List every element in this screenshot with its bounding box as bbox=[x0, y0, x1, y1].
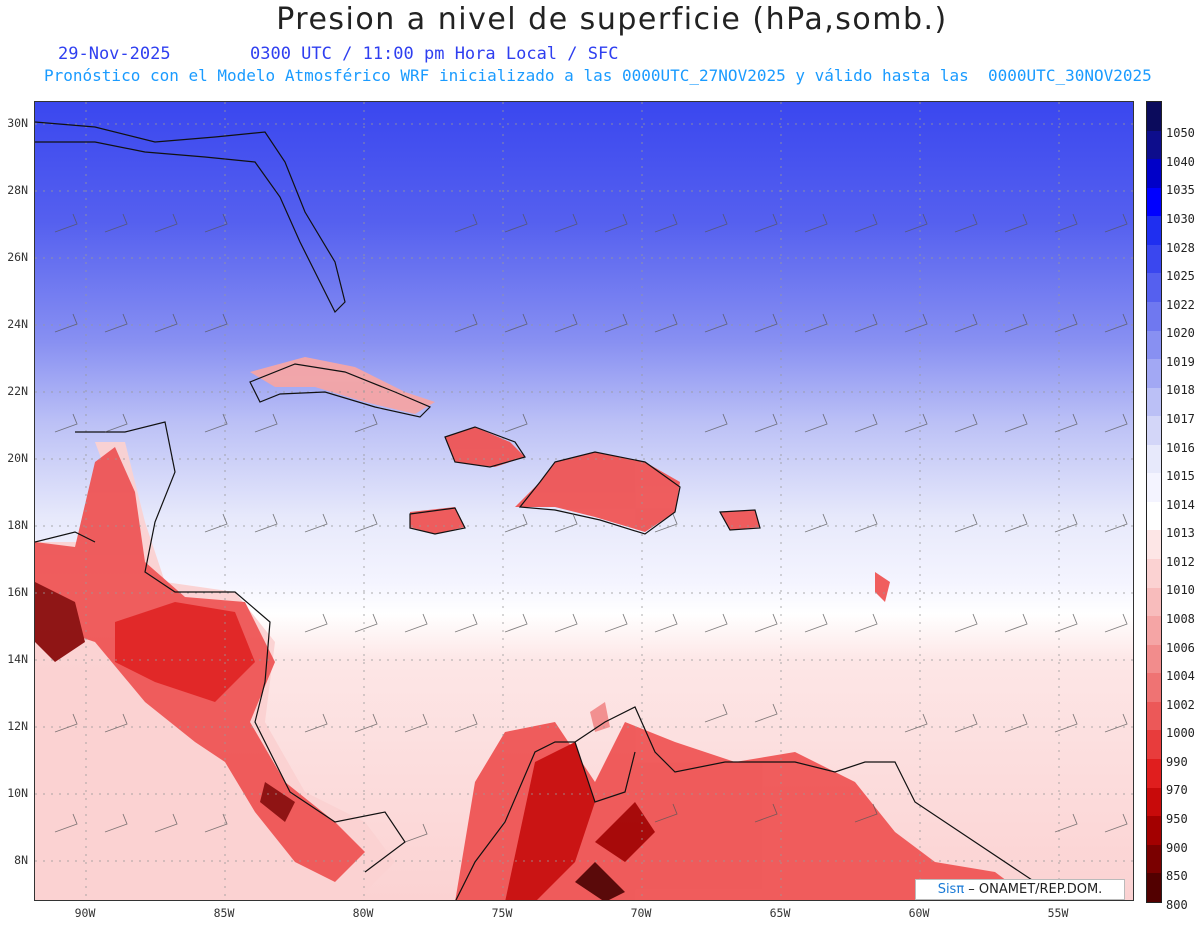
colorbar-swatch bbox=[1147, 387, 1161, 417]
colorbar-swatch bbox=[1147, 159, 1161, 188]
colorbar-label: 1025 bbox=[1166, 269, 1195, 284]
lon-label-70w: 70W bbox=[630, 906, 652, 920]
lat-label-10n: 10N bbox=[7, 786, 28, 800]
lon-label-85w: 85W bbox=[213, 906, 235, 920]
lon-label-90w: 90W bbox=[74, 906, 96, 920]
credit-text: – ONAMET/REP.DOM. bbox=[964, 882, 1103, 897]
colorbar-swatch bbox=[1147, 701, 1161, 731]
colorbar-swatch bbox=[1147, 444, 1161, 474]
colorbar-swatch bbox=[1147, 559, 1161, 588]
colorbar-swatch bbox=[1147, 844, 1161, 874]
colorbar-swatch bbox=[1147, 473, 1161, 502]
colorbar-label: 1013 bbox=[1166, 526, 1195, 541]
colorbar-label: 1035 bbox=[1166, 183, 1195, 198]
colorbar-label: 970 bbox=[1166, 783, 1188, 798]
map-title: Presion a nivel de superficie (hPa,somb.… bbox=[276, 2, 948, 37]
colorbar-label: 1030 bbox=[1166, 212, 1195, 226]
colorbar-swatch bbox=[1147, 730, 1161, 759]
colorbar-label: 990 bbox=[1166, 754, 1188, 769]
lat-label-14n: 14N bbox=[7, 652, 28, 666]
colorbar-label: 1004 bbox=[1166, 669, 1195, 684]
colorbar-swatch bbox=[1147, 244, 1161, 274]
subtitle-date: 29-Nov-2025 bbox=[58, 44, 171, 64]
colorbar-swatch bbox=[1147, 616, 1161, 645]
colorbar-swatch bbox=[1147, 130, 1161, 160]
colorbar-label: 1020 bbox=[1166, 326, 1195, 341]
lon-label-75w: 75W bbox=[491, 906, 513, 920]
colorbar-label: 950 bbox=[1166, 812, 1188, 826]
colorbar-swatch bbox=[1147, 873, 1161, 902]
colorbar-label: 850 bbox=[1166, 869, 1188, 884]
sispi-logo: Sisπ bbox=[937, 882, 965, 897]
colorbar-swatch bbox=[1147, 587, 1161, 617]
lon-label-65w: 65W bbox=[769, 906, 791, 920]
colorbar-swatch bbox=[1147, 301, 1161, 331]
lon-label-60w: 60W bbox=[908, 906, 930, 920]
colorbar-label: 1014 bbox=[1166, 497, 1195, 512]
subtitle-time: 0300 UTC / 11:00 pm Hora Local / SFC bbox=[250, 44, 619, 64]
lat-label-26n: 26N bbox=[7, 250, 28, 264]
colorbar-label: 1012 bbox=[1166, 554, 1195, 569]
colorbar-label: 1040 bbox=[1166, 154, 1195, 169]
colorbar-swatch bbox=[1147, 787, 1161, 817]
lat-lon-grid bbox=[35, 102, 1133, 900]
colorbar-label: 1017 bbox=[1166, 412, 1195, 426]
pressure-map[interactable] bbox=[34, 101, 1134, 901]
colorbar-label: 1016 bbox=[1166, 440, 1195, 455]
colorbar-label: 1002 bbox=[1166, 697, 1195, 712]
colorbar-swatch bbox=[1147, 501, 1161, 531]
coastlines bbox=[35, 121, 1073, 900]
lat-label-22n: 22N bbox=[7, 384, 28, 398]
colorbar-label: 1000 bbox=[1166, 726, 1195, 741]
credit-box: Sisπ – ONAMET/REP.DOM. bbox=[915, 879, 1125, 900]
colorbar-swatch bbox=[1147, 187, 1161, 217]
colorbar-label: 1050 bbox=[1166, 126, 1195, 141]
pressure-map-svg bbox=[35, 102, 1133, 900]
colorbar bbox=[1146, 101, 1162, 903]
wind-barbs bbox=[54, 213, 1128, 843]
lat-label-12n: 12N bbox=[7, 719, 28, 733]
colorbar-swatch bbox=[1147, 273, 1161, 302]
lat-label-28n: 28N bbox=[7, 183, 28, 197]
colorbar-label: 1015 bbox=[1166, 469, 1195, 484]
colorbar-label: 1006 bbox=[1166, 640, 1195, 655]
colorbar-swatch bbox=[1147, 816, 1161, 845]
lat-label-24n: 24N bbox=[7, 317, 28, 331]
colorbar-swatch bbox=[1147, 102, 1161, 131]
lon-label-55w: 55W bbox=[1047, 906, 1069, 920]
lat-label-8n: 8N bbox=[14, 853, 28, 867]
lat-label-18n: 18N bbox=[7, 518, 28, 532]
colorbar-swatch bbox=[1147, 644, 1161, 674]
lat-label-16n: 16N bbox=[7, 585, 28, 599]
colorbar-swatch bbox=[1147, 416, 1161, 445]
lon-label-80w: 80W bbox=[352, 906, 374, 920]
lat-label-20n: 20N bbox=[7, 451, 28, 465]
colorbar-label: 1022 bbox=[1166, 297, 1195, 312]
colorbar-label: 1010 bbox=[1166, 583, 1195, 598]
colorbar-swatch bbox=[1147, 359, 1161, 388]
colorbar-label: 900 bbox=[1166, 840, 1188, 855]
colorbar-label: 1028 bbox=[1166, 240, 1195, 255]
colorbar-swatch bbox=[1147, 216, 1161, 245]
colorbar-label: 1019 bbox=[1166, 354, 1195, 369]
colorbar-swatch bbox=[1147, 673, 1161, 702]
lat-label-30n: 30N bbox=[7, 116, 28, 130]
colorbar-label: 1008 bbox=[1166, 612, 1195, 626]
colorbar-label: 800 bbox=[1166, 897, 1188, 912]
colorbar-swatch bbox=[1147, 530, 1161, 559]
colorbar-label: 1018 bbox=[1166, 383, 1195, 398]
colorbar-swatch bbox=[1147, 758, 1161, 788]
colorbar-swatch bbox=[1147, 330, 1161, 360]
subtitle-model: Pronóstico con el Modelo Atmosférico WRF… bbox=[44, 66, 1152, 85]
